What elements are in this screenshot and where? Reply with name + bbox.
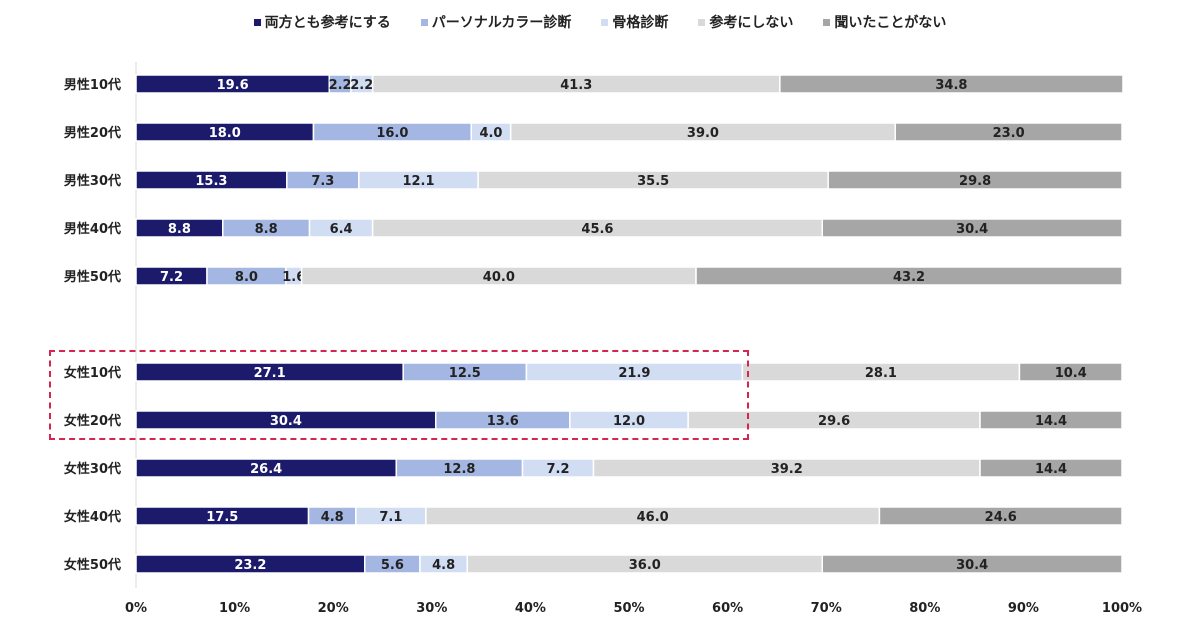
data-label: 12.5	[449, 366, 481, 381]
data-label: 18.0	[209, 126, 241, 141]
data-label: 29.8	[959, 174, 991, 189]
legend-item: パーソナルカラー診断	[420, 12, 572, 32]
bar-segment	[827, 170, 1123, 190]
x-tick-label: 0%	[125, 601, 147, 616]
data-label: 4.0	[479, 126, 502, 141]
x-tick-label: 20%	[318, 601, 349, 616]
legend-item: 両方とも参考にする	[253, 12, 391, 32]
data-label: 23.2	[234, 558, 266, 573]
data-label: 6.4	[330, 222, 353, 237]
data-label: 23.0	[993, 126, 1025, 141]
category-label: 男性50代	[64, 269, 121, 285]
x-tick-label: 30%	[416, 601, 447, 616]
legend-label: 聞いたことがない	[834, 15, 947, 31]
chart-legend: 両方とも参考にする パーソナルカラー診断 骨格診断 参考にしない 聞いたことがない	[0, 12, 1200, 32]
category-label: 女性20代	[64, 413, 121, 429]
x-tick-label: 70%	[811, 601, 842, 616]
data-label: 27.1	[254, 366, 286, 381]
data-label: 35.5	[637, 174, 669, 189]
data-label: 2.2	[329, 78, 352, 93]
bar-segment	[979, 410, 1123, 430]
bar-segment	[878, 506, 1123, 526]
category-label: 女性40代	[64, 509, 121, 525]
data-label: 7.1	[379, 510, 402, 525]
legend-label: 両方とも参考にする	[264, 15, 391, 31]
legend-label: 骨格診断	[612, 15, 669, 31]
data-label: 39.2	[771, 462, 803, 477]
bar-segment	[695, 266, 1123, 286]
data-label: 45.6	[581, 222, 613, 237]
data-label: 12.0	[613, 414, 645, 429]
legend-swatch	[420, 18, 428, 26]
category-label: 女性30代	[64, 461, 121, 477]
data-label: 34.8	[935, 78, 967, 93]
bar-segment	[979, 458, 1123, 478]
data-label: 14.4	[1035, 462, 1067, 477]
data-label: 40.0	[483, 270, 515, 285]
bar-segment	[1018, 362, 1123, 382]
category-label: 男性30代	[64, 173, 121, 189]
data-label: 1.6	[282, 270, 305, 285]
x-tick-label: 50%	[613, 601, 644, 616]
data-label: 28.1	[865, 366, 897, 381]
data-label: 30.4	[956, 558, 988, 573]
data-label: 21.9	[618, 366, 650, 381]
bar-segment	[779, 74, 1124, 94]
category-label: 男性40代	[64, 221, 121, 237]
legend-swatch	[823, 18, 831, 26]
data-label: 30.4	[270, 414, 302, 429]
data-label: 8.8	[168, 222, 191, 237]
data-label: 24.6	[985, 510, 1017, 525]
legend-item: 骨格診断	[601, 12, 668, 32]
x-tick-label: 80%	[909, 601, 940, 616]
bar-segment	[821, 554, 1123, 574]
data-label: 7.3	[311, 174, 334, 189]
category-label: 男性20代	[64, 125, 121, 141]
data-label: 4.8	[432, 558, 455, 573]
x-tick-label: 90%	[1008, 601, 1039, 616]
bar-segment	[894, 122, 1123, 142]
data-label: 17.5	[206, 510, 238, 525]
data-label: 8.8	[255, 222, 278, 237]
data-label: 43.2	[893, 270, 925, 285]
data-label: 29.6	[818, 414, 850, 429]
legend-label: 参考にしない	[709, 15, 794, 31]
x-tick-label: 40%	[515, 601, 546, 616]
data-label: 12.1	[402, 174, 434, 189]
legend-swatch	[601, 18, 609, 26]
x-tick-label: 10%	[219, 601, 250, 616]
category-label: 女性10代	[64, 365, 121, 381]
data-label: 12.8	[443, 462, 475, 477]
data-label: 14.4	[1035, 414, 1067, 429]
x-tick-label: 60%	[712, 601, 743, 616]
data-label: 41.3	[560, 78, 592, 93]
category-label: 男性10代	[64, 77, 121, 93]
bar-segment	[821, 218, 1123, 238]
data-label: 5.6	[381, 558, 404, 573]
legend-swatch	[253, 18, 261, 26]
legend-swatch	[698, 18, 706, 26]
data-label: 7.2	[160, 270, 183, 285]
data-label: 7.2	[546, 462, 569, 477]
data-label: 15.3	[195, 174, 227, 189]
legend-item: 聞いたことがない	[823, 12, 946, 32]
data-label: 46.0	[637, 510, 669, 525]
data-label: 16.0	[376, 126, 408, 141]
data-label: 10.4	[1055, 366, 1087, 381]
data-label: 8.0	[235, 270, 258, 285]
data-label: 19.6	[217, 78, 249, 93]
data-label: 2.2	[350, 78, 373, 93]
category-label: 女性50代	[64, 557, 121, 573]
data-label: 26.4	[250, 462, 282, 477]
data-label: 4.8	[321, 510, 344, 525]
data-label: 13.6	[487, 414, 519, 429]
legend-item: 参考にしない	[698, 12, 793, 32]
x-tick-label: 100%	[1102, 601, 1142, 616]
data-label: 39.0	[687, 126, 719, 141]
data-label: 30.4	[956, 222, 988, 237]
legend-label: パーソナルカラー診断	[431, 15, 572, 31]
data-label: 36.0	[629, 558, 661, 573]
